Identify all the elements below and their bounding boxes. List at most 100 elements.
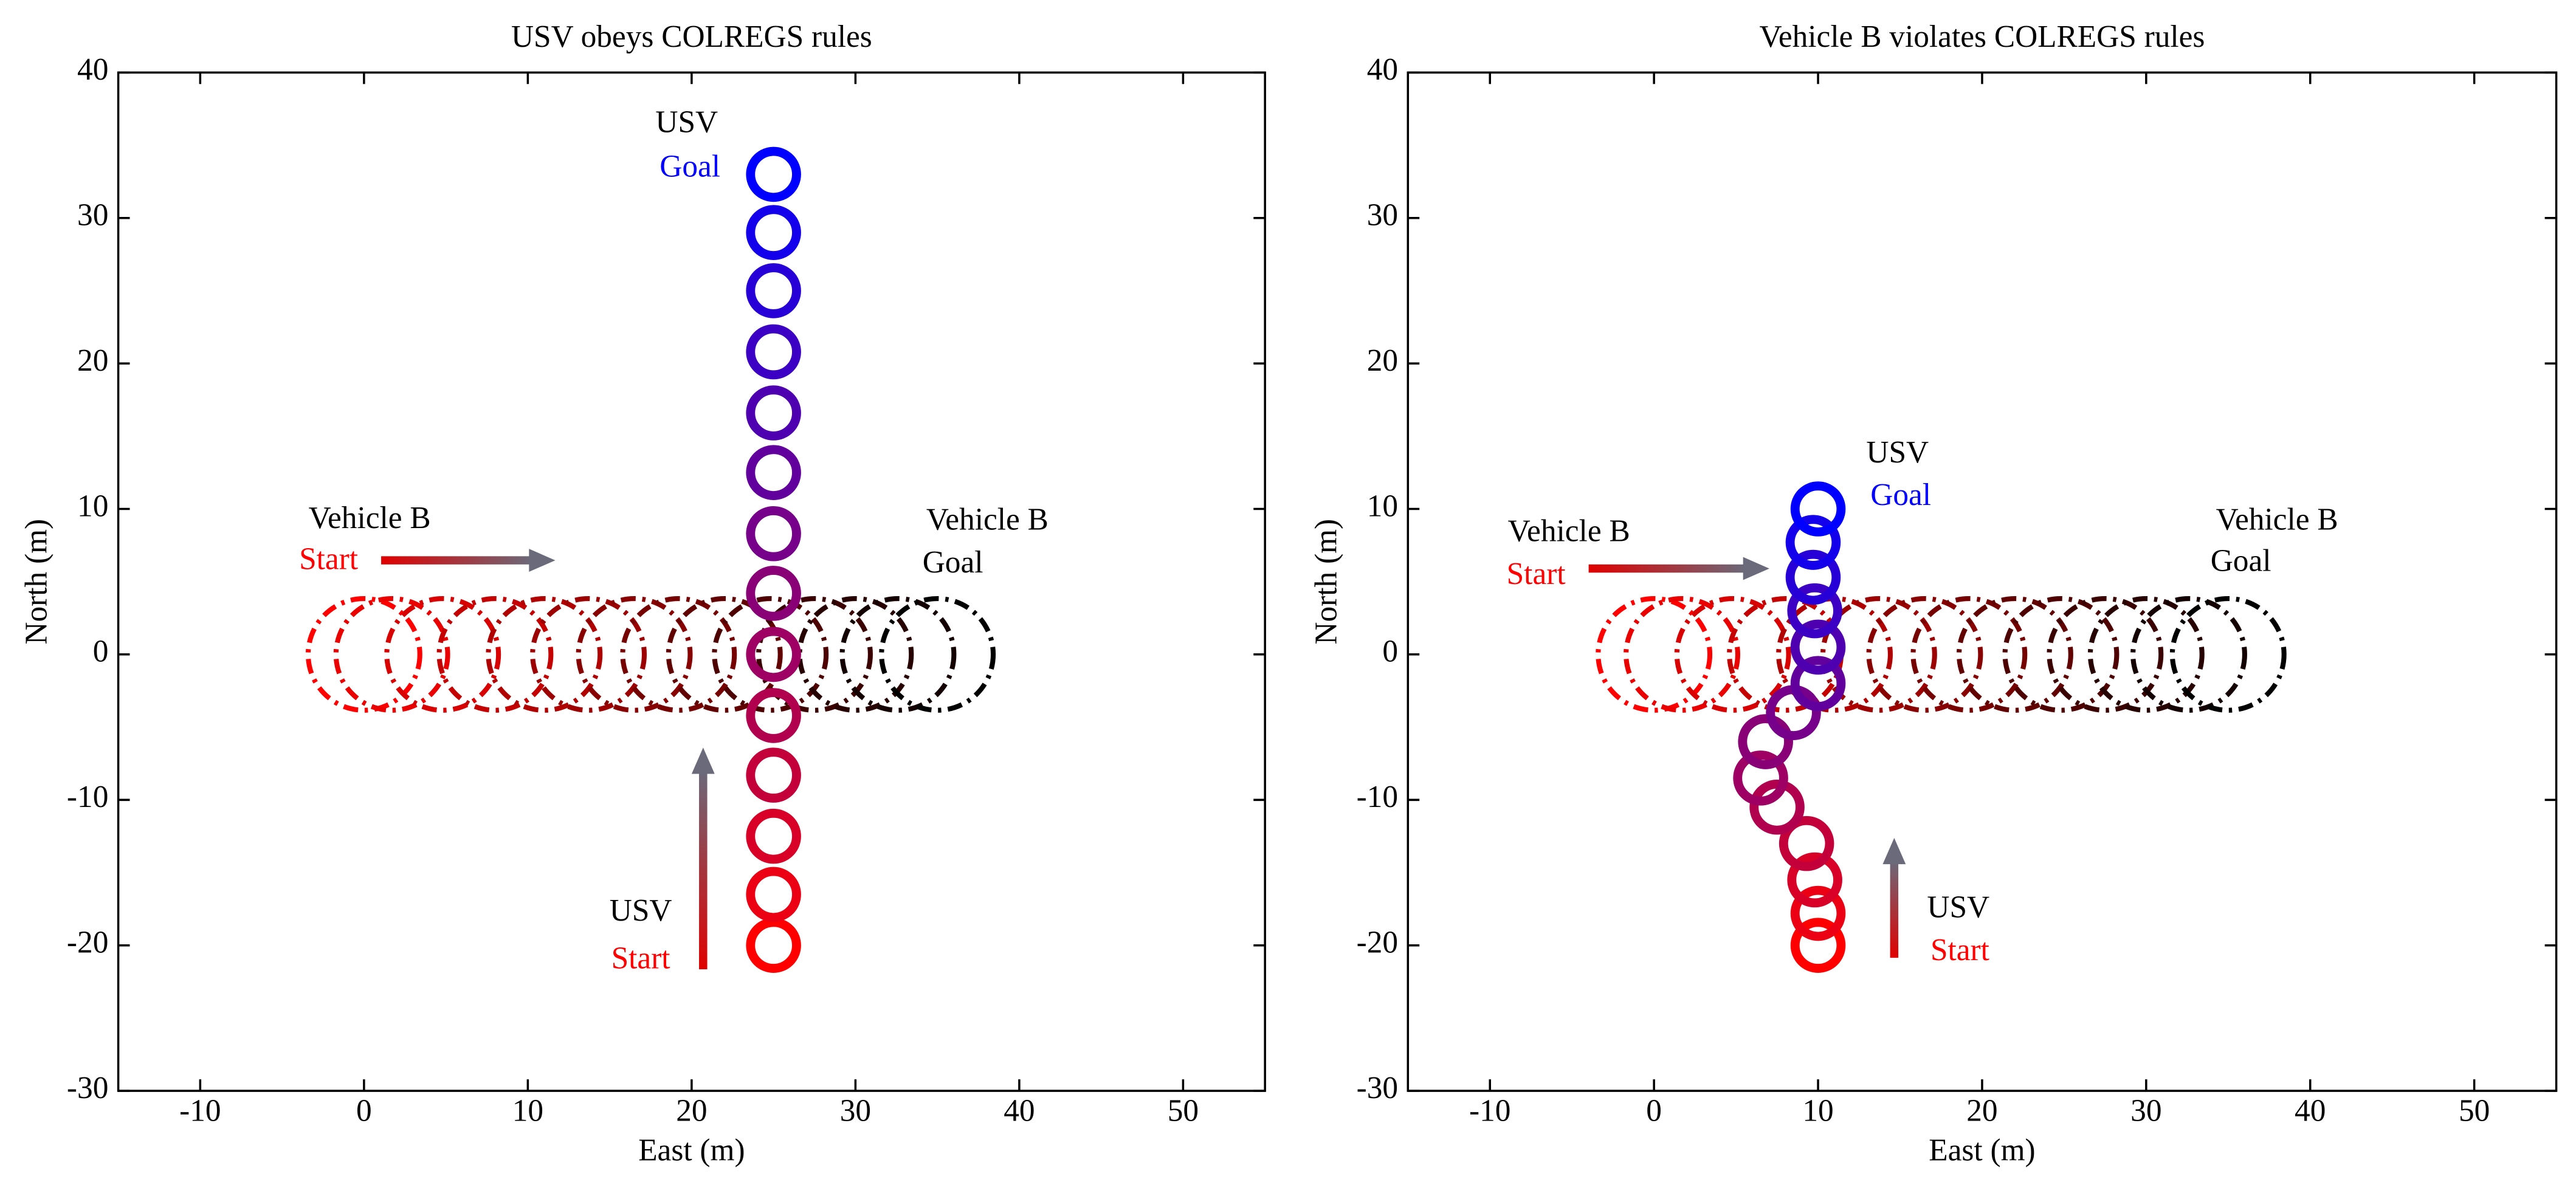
- vehicle-b-position: [620, 596, 737, 713]
- usv-position: [1766, 685, 1821, 740]
- x-tick-label: 20: [1966, 1094, 1997, 1128]
- annotation: Goal: [1870, 478, 1931, 512]
- vehicle-b-position: [712, 596, 829, 713]
- annotation: Vehicle B: [1508, 514, 1630, 549]
- x-tick-label: 20: [676, 1094, 707, 1128]
- arrow-shaft: [1890, 860, 1899, 958]
- annotation: Start: [1507, 557, 1566, 591]
- annotation: Start: [299, 542, 358, 577]
- y-tick-label: -20: [1357, 925, 1398, 960]
- usv-position: [1790, 885, 1846, 941]
- vehicle-b-position: [530, 596, 647, 713]
- annotation: Vehicle B: [2216, 503, 2338, 537]
- annotation: Vehicle B: [926, 503, 1049, 537]
- x-tick-label: 10: [512, 1094, 543, 1128]
- vehicle-b-position: [1956, 596, 2073, 713]
- usv-position: [746, 627, 801, 682]
- arrow-shaft: [381, 556, 532, 565]
- x-axis-label: East (m): [638, 1133, 745, 1168]
- annotation: Start: [1930, 933, 1989, 967]
- x-tick-label: 10: [1802, 1094, 1833, 1128]
- usv-position: [746, 747, 801, 803]
- y-tick-label: -20: [67, 925, 108, 960]
- y-tick-label: 20: [1367, 343, 1398, 378]
- annotation: USV: [610, 893, 672, 928]
- x-tick-label: 0: [356, 1094, 372, 1128]
- vehicle-b-position: [2087, 596, 2205, 713]
- chart-title: USV obeys COLREGS rules: [511, 19, 872, 54]
- y-tick-label: -30: [1357, 1071, 1398, 1105]
- usv-position: [1790, 481, 1846, 537]
- usv-position: [1738, 714, 1793, 769]
- y-tick-label: 0: [93, 634, 109, 669]
- vehicle-b-position: [2002, 596, 2120, 713]
- vehicle-b-position: [305, 596, 422, 713]
- vehicle-b-position: [576, 596, 693, 713]
- vehicle-b-position: [797, 596, 914, 713]
- arrow-head: [1743, 557, 1769, 580]
- vehicle-b-position: [486, 596, 603, 713]
- usv-position: [746, 506, 801, 561]
- arrow-shaft: [1588, 564, 1747, 573]
- x-tick-label: 30: [2130, 1094, 2161, 1128]
- vehicle-b-position: [2047, 596, 2164, 713]
- x-tick-label: 50: [2459, 1094, 2490, 1128]
- vehicle-b-position: [436, 596, 554, 713]
- y-axis-label: North (m): [1309, 519, 1343, 645]
- y-tick-label: 10: [77, 489, 108, 523]
- vehicle-b-position: [1624, 596, 1740, 713]
- annotation: Goal: [923, 545, 983, 580]
- y-tick-label: -10: [1357, 780, 1398, 814]
- vehicle-b-position: [2169, 596, 2287, 713]
- y-tick-label: -10: [67, 780, 108, 814]
- vehicle-b-position: [756, 596, 873, 713]
- y-tick-label: 10: [1367, 489, 1398, 523]
- vehicle-b-position: [839, 596, 957, 713]
- y-tick-label: 40: [1367, 52, 1398, 87]
- usv-position: [746, 566, 801, 621]
- y-tick-label: 0: [1382, 634, 1398, 669]
- usv-position: [746, 324, 801, 380]
- usv-position: [746, 205, 801, 260]
- x-tick-label: 50: [1168, 1094, 1199, 1128]
- vehicle-b-position: [1820, 596, 1937, 713]
- usv-position: [1787, 583, 1842, 639]
- usv-position: [746, 808, 801, 864]
- vehicle-b-position: [1596, 596, 1713, 713]
- y-tick-label: 30: [1367, 198, 1398, 233]
- usv-position: [1787, 852, 1842, 908]
- usv-position: [1733, 750, 1788, 806]
- annotation: USV: [1866, 435, 1929, 470]
- usv-position: [746, 385, 801, 441]
- plot-frame: [117, 71, 1266, 1092]
- arrow-head: [529, 549, 556, 572]
- y-tick-label: 30: [77, 198, 108, 233]
- usv-position: [1749, 780, 1805, 835]
- x-tick-label: 0: [1646, 1094, 1662, 1128]
- x-axis-label: East (m): [1929, 1133, 2035, 1168]
- usv-position: [746, 263, 801, 318]
- x-tick-label: 40: [2295, 1094, 2326, 1128]
- usv-position: [1785, 549, 1841, 605]
- arrow-shaft: [699, 771, 708, 970]
- y-tick-label: -30: [67, 1071, 108, 1105]
- annotation: Goal: [2211, 543, 2271, 578]
- vehicle-b-position: [1866, 596, 1983, 713]
- y-axis-label: North (m): [19, 519, 54, 645]
- x-tick-label: -10: [179, 1094, 221, 1128]
- annotation: Start: [611, 941, 670, 975]
- x-tick-label: -10: [1469, 1094, 1510, 1128]
- y-tick-label: 20: [77, 343, 108, 378]
- vehicle-b-position: [384, 596, 501, 713]
- usv-position: [1790, 619, 1846, 675]
- y-tick-label: 40: [77, 52, 108, 87]
- chart-title: Vehicle B violates COLREGS rules: [1759, 19, 2205, 54]
- usv-position: [746, 445, 801, 500]
- usv-position: [1779, 815, 1834, 871]
- vehicle-b-position: [666, 596, 783, 713]
- usv-position: [1790, 918, 1846, 973]
- x-tick-label: 40: [1004, 1094, 1035, 1128]
- annotation: Goal: [659, 149, 720, 184]
- arrow-head: [691, 747, 715, 774]
